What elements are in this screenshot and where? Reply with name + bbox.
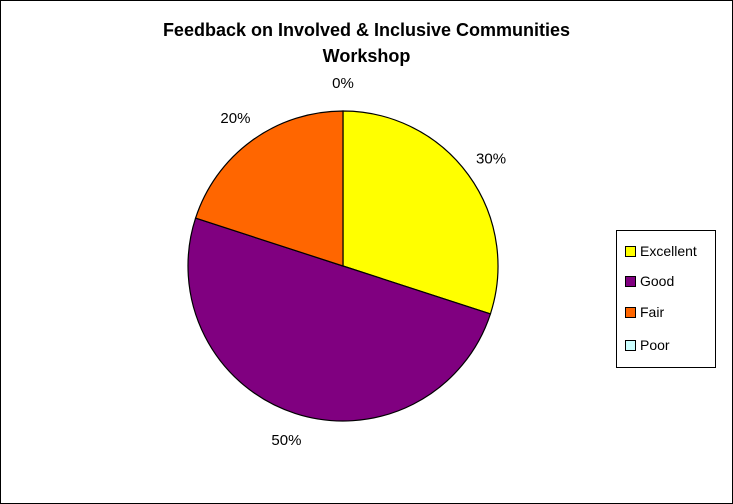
legend: Excellent Good Fair Poor [616,230,716,368]
data-label-poor: 0% [332,75,354,92]
chart-title-line-2: Workshop [322,46,411,66]
legend-swatch-fair [625,306,636,318]
legend-swatch-poor [625,339,636,351]
legend-label-excellent: Excellent [640,243,697,259]
legend-item-excellent: Excellent [625,241,697,261]
pie-data-labels: 30% 50% 20% 0% [220,75,506,449]
data-label-good: 50% [271,432,301,449]
legend-label-fair: Fair [640,304,665,320]
pie-slice-fair [194,110,344,267]
legend-item-good: Good [625,271,674,291]
chart-title-line-1: Feedback on Involved & Inclusive Communi… [162,20,571,40]
legend-item-fair: Fair [625,302,664,322]
data-label-excellent: 30% [476,150,506,167]
legend-swatch-excellent [625,245,636,257]
legend-swatch-good [625,275,636,287]
chart-title: Feedback on Involved & Inclusive Communi… [0,17,733,69]
legend-label-poor: Poor [640,337,670,353]
legend-item-poor: Poor [625,335,670,355]
pie-slice-good [187,217,492,422]
data-label-fair: 20% [220,110,250,127]
legend-label-good: Good [640,273,675,289]
pie-slices [187,110,499,422]
pie-slice-excellent [342,110,499,315]
